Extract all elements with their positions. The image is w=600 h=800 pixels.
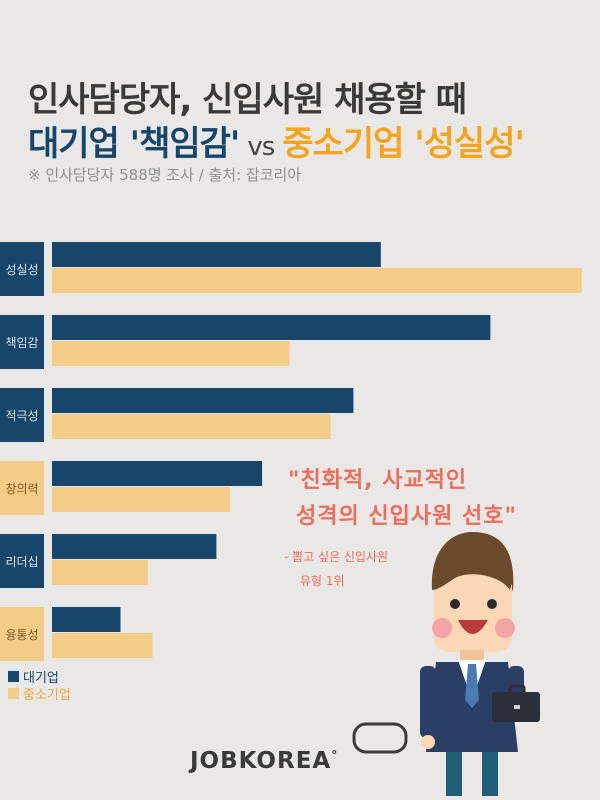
jobkorea-logo: JOBKOREA° (190, 748, 339, 774)
category-label: 리더십 (5, 555, 38, 569)
category-label: 책임감 (5, 335, 38, 350)
bar-large (52, 242, 381, 267)
quote-note-line2: 유형 1위 (300, 574, 345, 588)
legend-label-large: 대기업 (23, 671, 59, 686)
legend-item-large: 대기업 (8, 668, 71, 686)
bar-small (52, 268, 582, 293)
title-large-company: 대기업 '책임감' (28, 124, 240, 164)
title-vs: vs (247, 132, 275, 162)
bar-large (52, 607, 121, 632)
category-label-box (0, 315, 44, 369)
bar-small (52, 633, 153, 658)
category-label-box (0, 388, 44, 442)
chart-legend: 대기업 중소기업 (8, 668, 71, 703)
legend-item-small: 중소기업 (8, 685, 71, 703)
legend-swatch-large (8, 671, 19, 682)
category-label-box (0, 461, 44, 515)
quote-line1: "친화적, 사교적인 (288, 468, 468, 493)
bar-large (52, 534, 217, 559)
legend-label-small: 중소기업 (23, 688, 71, 703)
category-label-box (0, 242, 44, 296)
title-small-company: 중소기업 '성실성' (282, 124, 525, 164)
bar-small (52, 341, 290, 366)
category-label: 창의력 (5, 482, 38, 496)
bar-small (52, 560, 148, 585)
bar-large (52, 388, 354, 413)
category-label: 적극성 (5, 409, 38, 423)
survey-source-note: ※ 인사담당자 588명 조사 / 출처: 잡코리아 (28, 166, 302, 184)
bar-large (52, 461, 263, 486)
title-line2: 대기업 '책임감' vs 중소기업 '성실성' (28, 116, 525, 165)
quote-line2: 성격의 신입사원 선호" (296, 504, 517, 529)
category-label-box (0, 607, 44, 661)
bar-small (52, 487, 231, 512)
bar-small (52, 414, 331, 439)
title-line1: 인사담당자, 신입사원 채용할 때 (28, 80, 467, 120)
category-label: 융통성 (5, 628, 38, 642)
legend-swatch-small (8, 688, 19, 699)
category-label-box (0, 534, 44, 588)
category-label: 성실성 (5, 263, 38, 277)
bar-large (52, 315, 491, 340)
quote-note-line1: - 뽑고 싶은 신입사원 (284, 550, 389, 564)
